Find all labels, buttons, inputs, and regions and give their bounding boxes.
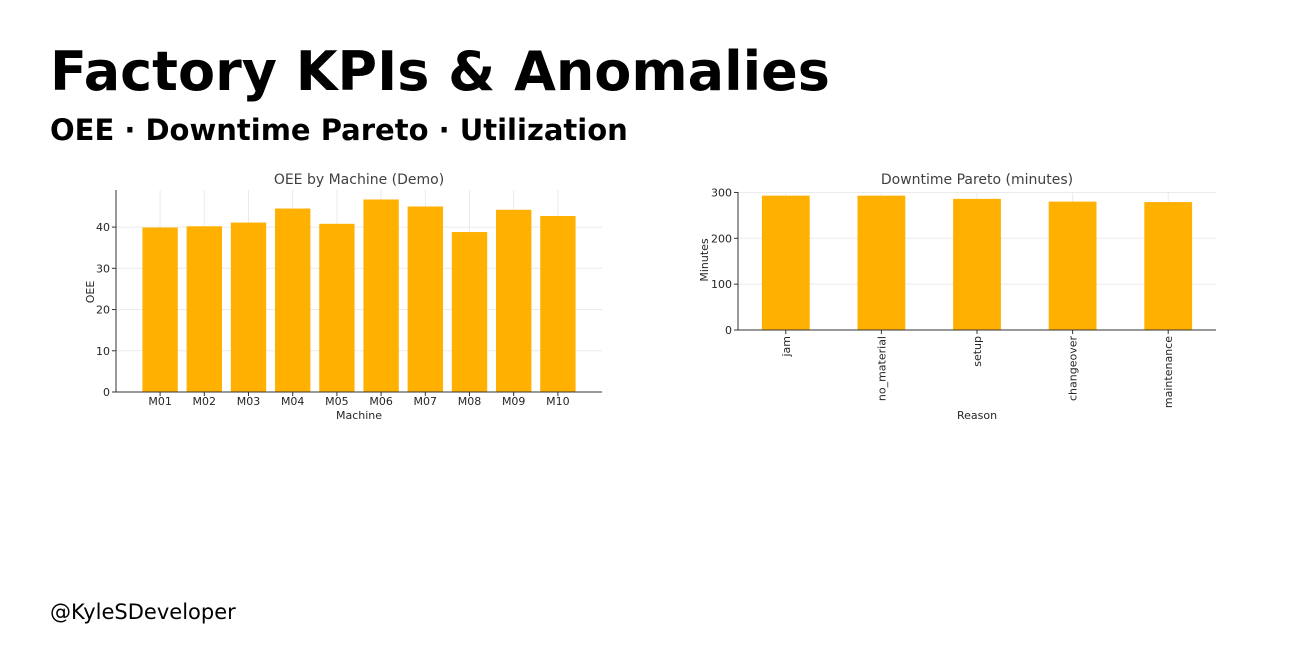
oee-y-tick-label: 10 xyxy=(96,345,110,358)
downtime-x-axis-label: Reason xyxy=(957,409,997,422)
page-subtitle: OEE · Downtime Pareto · Utilization xyxy=(50,113,628,147)
downtime-chart-title: Downtime Pareto (minutes) xyxy=(881,172,1073,188)
oee-bar-M01 xyxy=(142,227,178,392)
downtime-x-tick-label: jam xyxy=(780,336,793,358)
downtime-bar-maintenance xyxy=(1144,202,1193,330)
oee-bar-M08 xyxy=(451,232,488,392)
oee-y-tick-label: 40 xyxy=(96,221,110,234)
oee-bar-M05 xyxy=(319,223,355,392)
oee-bar-M07 xyxy=(407,206,443,392)
oee-x-tick-label: M01 xyxy=(148,395,172,408)
oee-bars xyxy=(142,199,576,392)
oee-x-tick-label: M10 xyxy=(546,395,570,408)
oee-axes: 0 10 20 30 40 M01 M02 M03 M04 M05 M06 M07 M08 M09 M10 xyxy=(96,190,602,408)
oee-y-tick-label: 30 xyxy=(96,262,110,275)
oee-x-tick-label: M02 xyxy=(193,395,217,408)
oee-bar-M10 xyxy=(540,215,576,392)
downtime-y-tick-label: 100 xyxy=(711,278,732,291)
oee-x-tick-label: M09 xyxy=(502,395,526,408)
oee-y-tick-label: 0 xyxy=(103,386,110,399)
oee-bar-M04 xyxy=(275,208,311,392)
oee-x-tick-label: M04 xyxy=(281,395,305,408)
downtime-x-tick-label: no_material xyxy=(875,336,888,401)
downtime-x-tick-label: setup xyxy=(971,336,984,367)
oee-x-tick-label: M06 xyxy=(369,395,393,408)
downtime-axes: 0 100 200 300 jam no_material setup changeover m… xyxy=(711,186,1216,408)
oee-x-tick-label: M03 xyxy=(237,395,261,408)
downtime-pareto-chart: 0 100 200 300 jam no_material setup changeover m… xyxy=(698,172,1216,422)
oee-y-tick-label: 20 xyxy=(96,304,110,317)
author-handle: @KyleSDeveloper xyxy=(50,600,236,624)
oee-bar-M06 xyxy=(363,199,399,392)
downtime-bar-no_material xyxy=(857,195,906,330)
downtime-y-tick-label: 300 xyxy=(711,186,732,199)
page-title: Factory KPIs & Anomalies xyxy=(50,40,830,103)
oee-x-tick-label: M05 xyxy=(325,395,349,408)
oee-x-tick-label: M07 xyxy=(414,395,438,408)
oee-bar-M03 xyxy=(230,222,267,392)
oee-x-tick-label: M08 xyxy=(458,395,482,408)
downtime-bar-jam xyxy=(761,195,810,330)
downtime-y-tick-label: 0 xyxy=(725,324,732,337)
downtime-bar-changeover xyxy=(1048,201,1097,330)
oee-y-axis-label: OEE xyxy=(84,281,97,304)
oee-bar-M09 xyxy=(496,209,532,392)
oee-x-axis-label: Machine xyxy=(336,409,382,422)
downtime-x-tick-label: maintenance xyxy=(1162,336,1175,408)
downtime-bar-setup xyxy=(953,198,1001,330)
downtime-bars xyxy=(761,195,1193,330)
downtime-y-axis-label: Minutes xyxy=(698,238,711,282)
downtime-y-tick-label: 200 xyxy=(711,232,732,245)
downtime-x-tick-label: changeover xyxy=(1067,336,1080,401)
oee-bar-M02 xyxy=(186,226,222,392)
oee-chart-title: OEE by Machine (Demo) xyxy=(274,172,444,188)
